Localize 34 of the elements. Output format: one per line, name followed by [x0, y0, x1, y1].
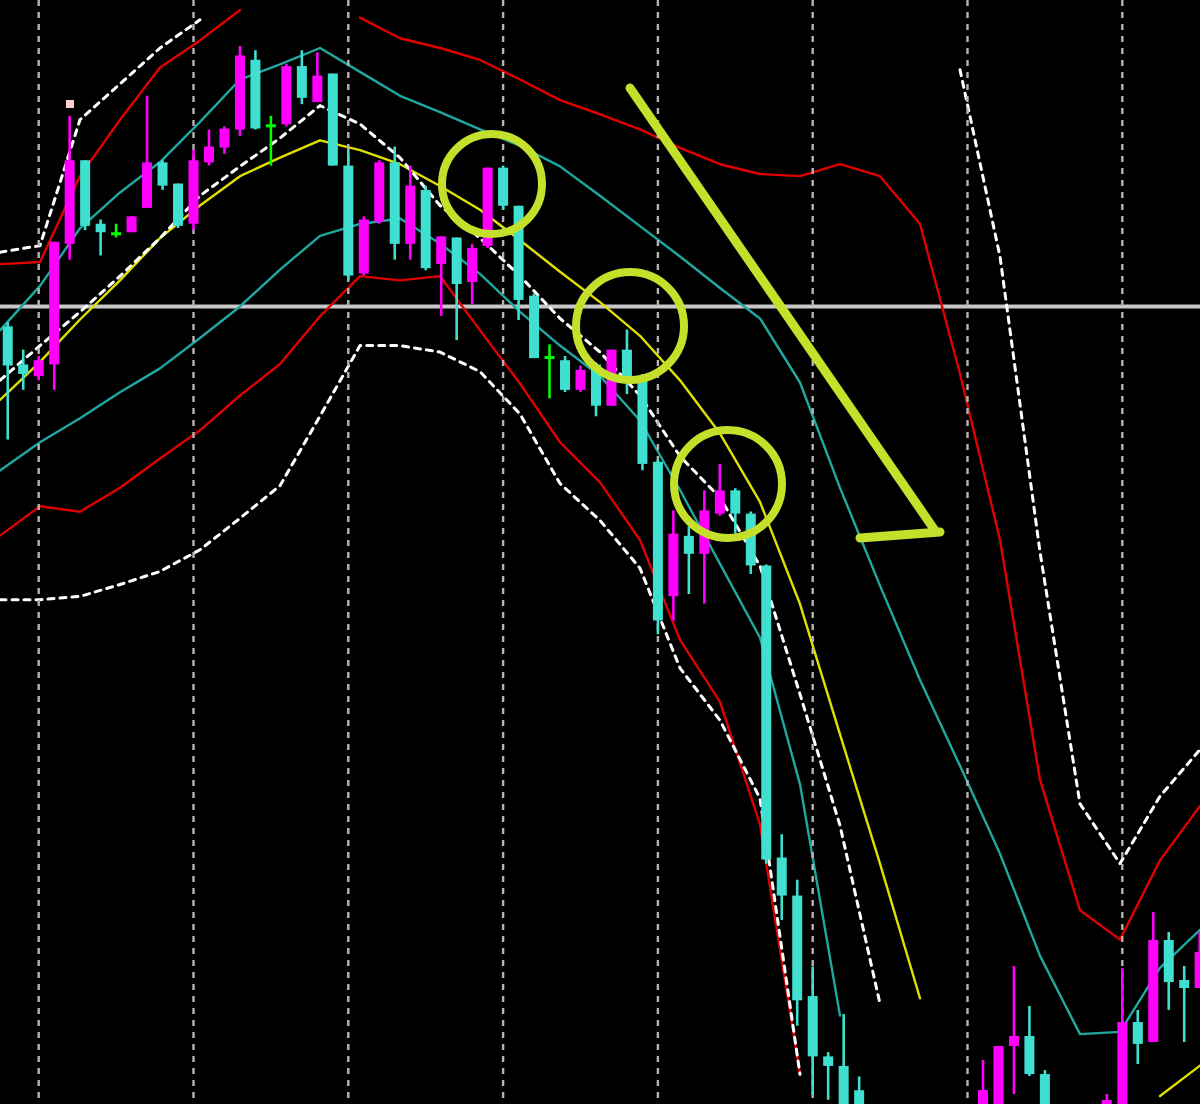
- candlestick: [621, 328, 632, 396]
- candlestick: [823, 1050, 834, 1102]
- candlestick: [776, 832, 787, 922]
- candlestick: [560, 354, 571, 394]
- candlestick: [1008, 964, 1019, 1096]
- candlestick: [203, 128, 214, 167]
- candlestick: [265, 114, 276, 167]
- candlestick: [730, 486, 741, 536]
- candlestick: [1039, 1068, 1050, 1104]
- candlestick: [1163, 930, 1174, 1012]
- candlestick: [18, 348, 29, 392]
- candlestick: [436, 235, 447, 318]
- candlestick: [544, 343, 555, 400]
- candlestick: [451, 236, 462, 342]
- candlestick: [838, 1012, 849, 1104]
- candlestick: [1132, 1008, 1143, 1066]
- candlestick: [977, 1058, 988, 1104]
- candlestick: [498, 164, 509, 212]
- candlestick: [219, 125, 230, 156]
- candlestick: [683, 525, 694, 596]
- candlestick: [1024, 1004, 1035, 1078]
- candlestick: [854, 1075, 865, 1104]
- candlestick: [173, 182, 184, 230]
- candlestick: [312, 51, 323, 104]
- candlestick: [296, 48, 307, 106]
- candlestick: [157, 158, 168, 192]
- candlestick: [142, 94, 153, 210]
- candlestick: [95, 218, 106, 257]
- candlestick: [33, 354, 44, 382]
- candlestick: [2, 320, 13, 441]
- candlestick: [467, 242, 478, 306]
- candlestick: [1179, 964, 1190, 1044]
- candlestick: [714, 462, 725, 518]
- candlestick: [575, 364, 586, 394]
